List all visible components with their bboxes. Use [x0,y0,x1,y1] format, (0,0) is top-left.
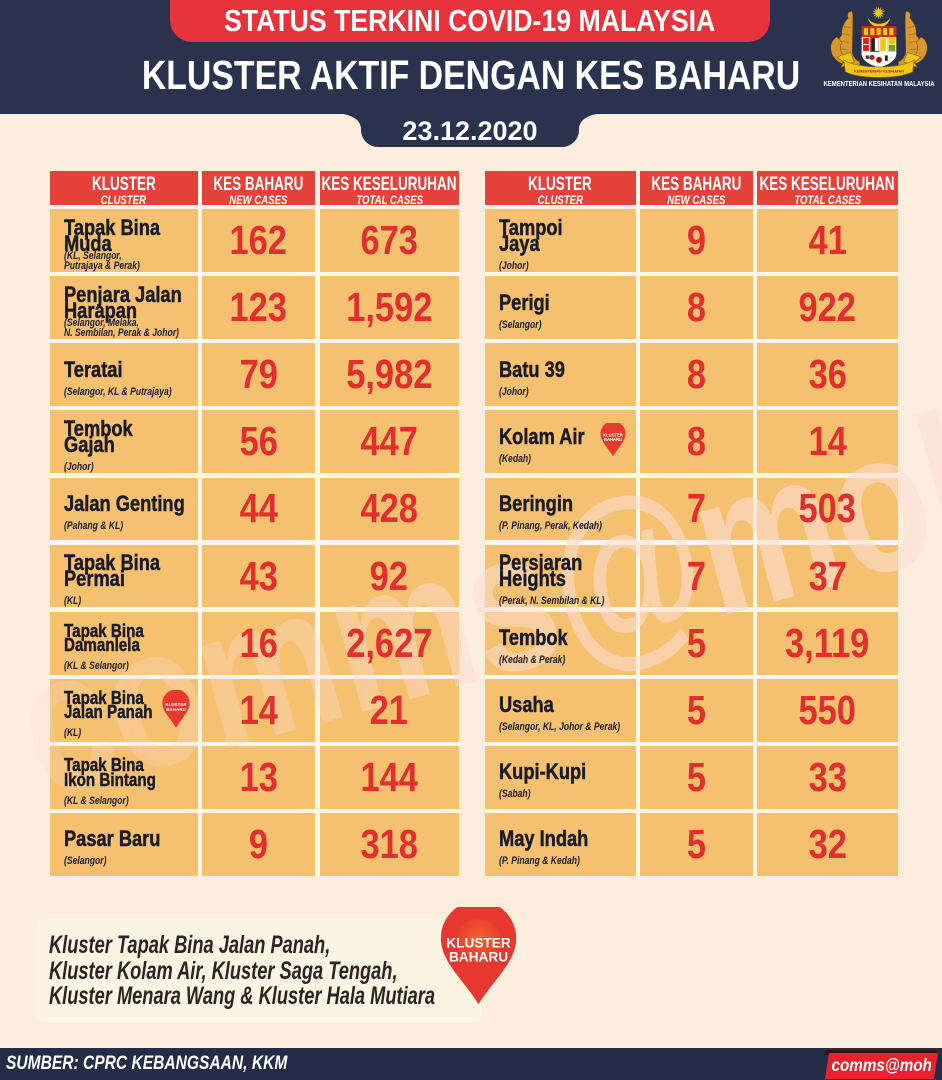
svg-text:BAHARU: BAHARU [449,950,508,965]
svg-text:KEMENTERIAN KESIHATAN MALAYSIA: KEMENTERIAN KESIHATAN MALAYSIA [823,81,934,89]
svg-text:BAHARU: BAHARU [166,707,186,712]
svg-text:KEMENTERIAN KESIHATAN: KEMENTERIAN KESIHATAN [854,69,904,73]
svg-text:BAHARU: BAHARU [604,437,622,442]
svg-text:KLUSTER: KLUSTER [603,433,623,438]
svg-text:KLUSTER: KLUSTER [446,936,511,951]
svg-text:KLUSTER: KLUSTER [165,702,187,707]
